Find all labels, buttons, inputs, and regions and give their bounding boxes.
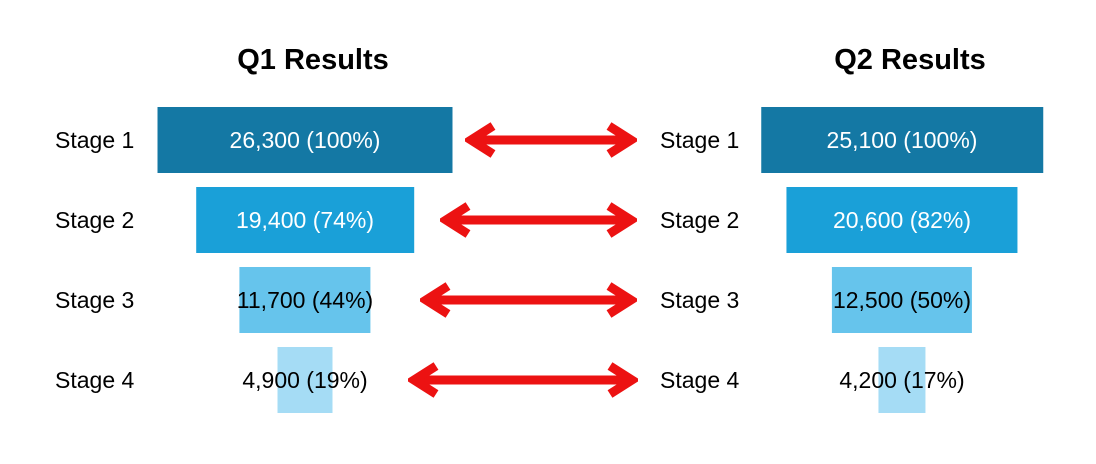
stage-label: Stage 3 (660, 287, 740, 313)
stage-label: Stage 2 (55, 207, 135, 233)
stage-label: Stage 3 (55, 287, 135, 313)
bar-value-label: 25,100 (100%) (826, 127, 978, 153)
double-arrow-icon (440, 202, 637, 238)
funnel-bar (239, 267, 371, 333)
funnel-bar (196, 187, 414, 253)
funnel-bar (277, 347, 333, 413)
funnel-bar (786, 187, 1018, 253)
funnel-bar (878, 347, 926, 413)
stage-label: Stage 4 (660, 367, 740, 393)
stage-label: Stage 2 (660, 207, 740, 233)
double-arrow-icon (465, 122, 637, 158)
funnel-q1-title: Q1 Results (237, 44, 389, 76)
bar-value-label: 12,500 (50%) (832, 287, 972, 313)
double-arrow-icon (420, 282, 637, 318)
funnel-q2-title: Q2 Results (834, 44, 986, 76)
funnel-bar (157, 107, 453, 173)
double-arrow-icon (408, 362, 638, 398)
funnel-bar (831, 267, 973, 333)
bar-value-label: 4,200 (17%) (839, 367, 965, 393)
funnel-bar (761, 107, 1043, 173)
bar-value-label: 26,300 (100%) (229, 127, 381, 153)
stage-label: Stage 1 (55, 127, 135, 153)
bar-value-label: 20,600 (82%) (832, 207, 972, 233)
stage-label: Stage 1 (660, 127, 740, 153)
stage-label: Stage 4 (55, 367, 135, 393)
